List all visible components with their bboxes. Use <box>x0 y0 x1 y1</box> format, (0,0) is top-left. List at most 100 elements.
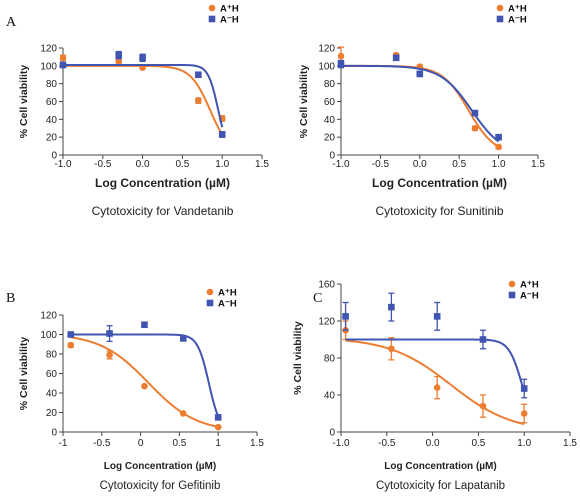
data-point <box>115 58 123 65</box>
data-point <box>214 414 222 421</box>
x-tick-label: -0.5 <box>93 438 111 449</box>
y-tick-label: 100 <box>40 330 57 341</box>
legend-label: A⁺H <box>218 288 237 299</box>
data-point <box>214 423 222 431</box>
data-point <box>67 341 75 349</box>
data-point <box>195 97 202 104</box>
y-tick-label: 120 <box>318 44 335 55</box>
data-point <box>195 71 202 79</box>
x-axis-label: Log Concentration (µM) <box>384 461 496 472</box>
y-tick-label: 20 <box>324 133 336 144</box>
data-point <box>495 143 502 151</box>
y-tick-label: 80 <box>46 350 58 361</box>
legend-marker <box>208 15 216 23</box>
legend-label: A⁻H <box>218 299 237 310</box>
data-point <box>67 331 75 338</box>
x-tick-label: -0.5 <box>372 159 390 170</box>
y-axis-label: % Cell viability <box>18 65 30 139</box>
series-1: A⁺H <box>59 4 239 136</box>
data-point <box>388 345 395 353</box>
y-tick-label: 120 <box>40 44 57 55</box>
y-tick-label: 40 <box>46 115 58 126</box>
data-point <box>179 410 187 417</box>
y-axis-label: % Cell viability <box>298 65 310 139</box>
data-point <box>433 313 441 320</box>
data-point <box>495 133 502 141</box>
legend-label: A⁺H <box>220 4 239 15</box>
y-tick-label: 40 <box>46 389 58 400</box>
chart-caption: Cytotoxicity for Lapatanib <box>376 480 505 492</box>
panel-letter: C <box>313 291 322 306</box>
data-point <box>115 51 123 59</box>
fit-curve <box>341 64 500 148</box>
legend-marker <box>206 299 214 307</box>
data-point <box>342 313 349 320</box>
chart-caption: Cytotoxicity for Gefitinib <box>100 480 221 492</box>
x-tick-label: 1.0 <box>215 159 229 170</box>
x-tick-label: 1.0 <box>517 438 531 449</box>
fit-curve <box>70 336 219 428</box>
y-tick-label: 100 <box>40 61 57 72</box>
data-point <box>59 54 67 62</box>
chart-caption: Cytotoxicity for Sunitinib <box>375 204 503 218</box>
x-tick-label: 1.0 <box>492 159 506 170</box>
data-point <box>106 330 113 337</box>
data-point <box>479 336 487 343</box>
x-tick-label: 1.5 <box>531 159 545 170</box>
panel-letter: B <box>6 291 15 306</box>
data-point <box>392 54 400 62</box>
x-tick-label: -0.5 <box>94 159 112 170</box>
y-tick-label: 100 <box>318 61 335 72</box>
y-tick-label: 80 <box>324 79 336 90</box>
y-tick-label: 0 <box>329 428 335 439</box>
legend-marker <box>508 291 516 299</box>
data-point <box>139 54 146 62</box>
x-tick-label: -1.0 <box>54 159 72 170</box>
legend-label: A⁺H <box>508 4 527 15</box>
fit-curve <box>345 338 526 393</box>
x-tick-label: 0 <box>138 438 144 449</box>
legend-label: A⁻H <box>508 15 527 26</box>
data-point <box>388 303 395 311</box>
x-axis-label: Log Concentration (µM) <box>372 176 507 190</box>
x-tick-label: 0.0 <box>136 159 150 170</box>
data-point <box>106 351 113 359</box>
x-tick-label: -1.0 <box>332 159 350 170</box>
data-point <box>59 61 67 69</box>
series-1: A⁺H <box>67 288 237 431</box>
x-tick-label: 0.5 <box>172 438 186 449</box>
legend-marker <box>508 280 516 288</box>
y-tick-label: 20 <box>46 133 58 144</box>
y-tick-label: 60 <box>324 97 336 108</box>
y-tick-label: 40 <box>324 115 336 126</box>
y-tick-label: 60 <box>46 369 58 380</box>
y-tick-label: 40 <box>324 391 336 402</box>
y-axis-label: % Cell viability <box>18 337 30 411</box>
panel-letter: A <box>6 15 17 30</box>
y-tick-label: 120 <box>318 317 335 328</box>
data-point <box>337 52 345 60</box>
x-tick-label: 1.5 <box>255 159 269 170</box>
legend-label: A⁻H <box>220 15 239 26</box>
chart-panel-2: 0 20 40 60 80 100 120 -1.0 -0.5 0.0 0.5 1.0 1.5 % Cel… <box>298 4 545 219</box>
y-tick-label: 120 <box>40 311 57 322</box>
series-1: A⁺H <box>337 4 527 151</box>
legend-marker <box>496 15 504 23</box>
x-axis-label: Log Concentration (µM) <box>95 176 230 190</box>
x-tick-label: 1.5 <box>563 438 577 449</box>
y-axis-label: % Cell viability <box>292 321 304 395</box>
legend-marker <box>496 4 504 12</box>
data-point <box>179 335 187 342</box>
y-tick-label: 160 <box>318 280 335 291</box>
y-tick-label: 0 <box>51 428 57 439</box>
legend-label: A⁻H <box>520 291 539 302</box>
x-tick-label: -1.0 <box>332 438 350 449</box>
data-point <box>218 131 226 138</box>
data-point <box>433 384 441 391</box>
y-tick-label: 60 <box>46 97 58 108</box>
legend-label: A⁺H <box>520 280 539 291</box>
x-tick-label: 0.5 <box>175 159 189 170</box>
data-point <box>416 70 424 78</box>
x-tick-label: -1 <box>59 438 68 449</box>
